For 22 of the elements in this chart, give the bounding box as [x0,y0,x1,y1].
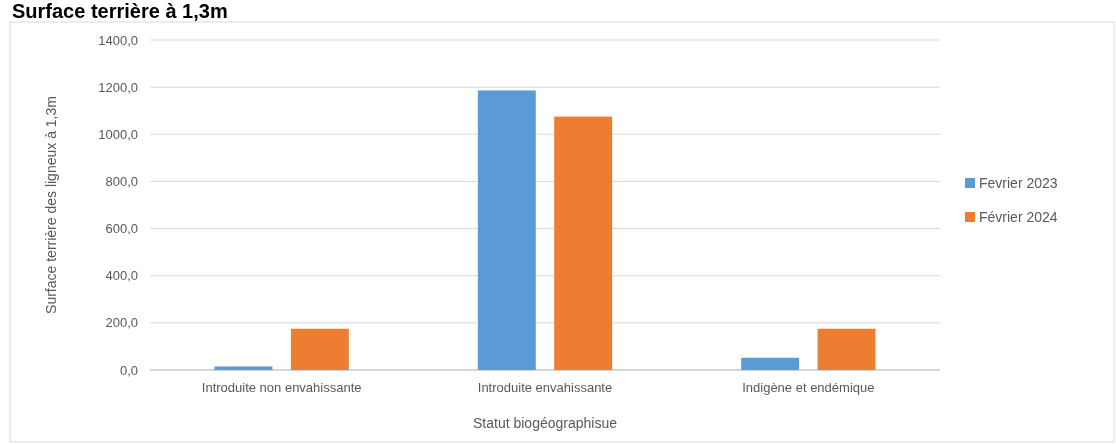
chart-title: Surface terrière à 1,3m [12,0,228,22]
y-tick-label: 800,0 [105,173,138,189]
y-tick-label: 400,0 [105,268,138,284]
y-tick-label: 200,0 [105,315,138,331]
legend-label: Fevrier 2023 [979,174,1058,191]
x-axis-title: Statut biogéographisue [473,415,618,431]
bar [290,328,349,370]
bar [554,116,613,370]
bar [741,357,800,370]
x-tick-label: Indigène et endémique [742,380,875,395]
bar [817,328,876,370]
x-tick-label: Introduite envahissante [477,380,613,395]
y-axis-title: Surface terrière des ligneux à 1,3m [43,96,59,314]
bar [214,366,273,370]
y-tick-label: 1400,0 [98,32,138,48]
y-tick-label: 0,0 [119,362,138,378]
bar [477,90,536,370]
y-tick-label: 600,0 [105,221,138,237]
y-tick-label: 1200,0 [98,79,138,95]
legend-label: Février 2024 [979,208,1058,225]
x-tick-label: Introduite non envahissante [201,380,362,395]
y-tick-label: 1000,0 [98,126,138,142]
